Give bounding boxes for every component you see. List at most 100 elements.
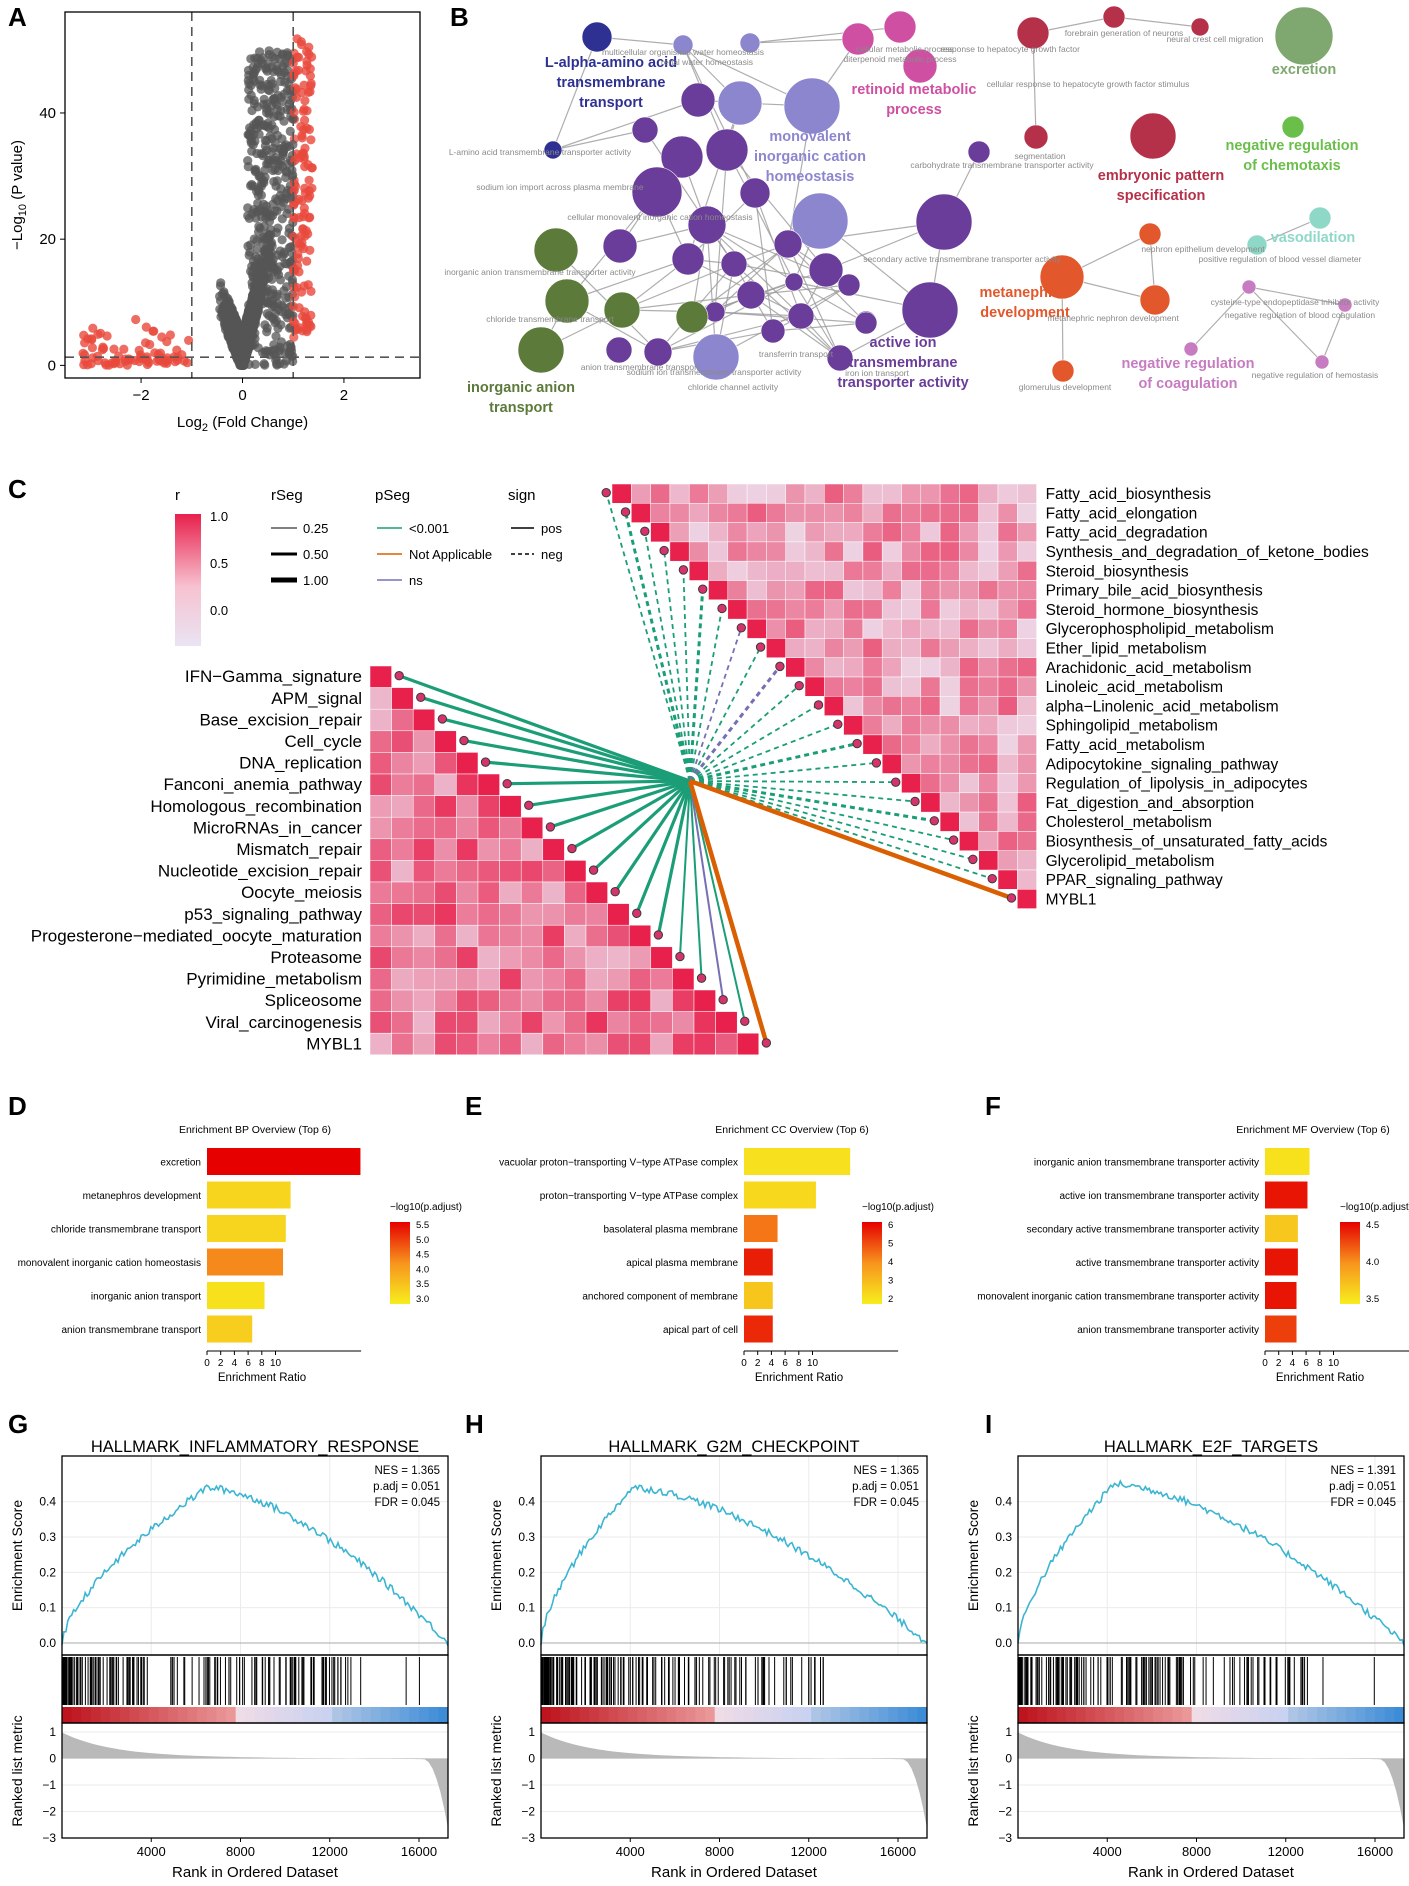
heatmap-lower-row-label: Pyrimidine_metabolism [186, 970, 362, 989]
network-node [544, 278, 590, 324]
correlation-link [635, 780, 692, 914]
volcano-point [272, 359, 282, 369]
rank-strip-segment [869, 1707, 880, 1723]
x-tick-label: 6 [245, 1358, 251, 1369]
heatmap-cell [369, 989, 392, 1012]
heatmap-cell [862, 618, 883, 639]
cluster-label: active ion transmembrane transporter activ… [837, 335, 968, 391]
heatmap-cell [939, 638, 960, 658]
heatmap-cell [901, 638, 922, 658]
volcano-point-up [304, 175, 314, 185]
heatmap-cell [824, 483, 844, 504]
network-node [1190, 17, 1210, 37]
volcano-point [247, 146, 257, 156]
rank-strip-segment [226, 1707, 237, 1723]
heatmap-cell [997, 618, 1018, 639]
heatmap-cell [1017, 850, 1037, 871]
heatmap-cell [520, 816, 544, 840]
bar-chart-e: Enrichment CC Overview (Top 6) vacuolar p… [499, 1124, 934, 1384]
correlation-link-end [987, 873, 997, 884]
network-node [581, 21, 613, 53]
volcano-point [262, 327, 272, 337]
heatmap-cell [369, 838, 392, 861]
heatmap-upper-row-label: Linoleic_acid_metabolism [1046, 679, 1224, 696]
heatmap-cell [499, 816, 522, 840]
heatmap-cell [920, 618, 941, 639]
volcano-point-down [78, 348, 88, 358]
heatmap-cell [650, 946, 673, 969]
heatmap-lower-row-label: IFN−Gamma_signature [185, 667, 362, 686]
rank-strip-segment [560, 1707, 571, 1723]
legend-rseg-label: 1.00 [303, 573, 328, 588]
heatmap-cell [1017, 580, 1037, 601]
heatmap-cell [881, 753, 902, 774]
volcano-point-up [292, 34, 302, 44]
heatmap-cell [499, 795, 522, 818]
heatmap-cell [499, 968, 522, 991]
volcano-point [277, 306, 287, 317]
heatmap-cell [727, 541, 748, 562]
correlation-link-end [775, 661, 785, 672]
volcano-point [253, 254, 263, 264]
heatmap-cell [391, 816, 414, 840]
rank-strip-segment [1046, 1707, 1058, 1723]
heatmap-cell [672, 968, 695, 991]
heatmap-cell [939, 560, 960, 581]
rank-strip-segment [100, 1707, 111, 1723]
volcano-point [221, 300, 231, 310]
heatmap-cell [434, 989, 457, 1012]
volcano-points [78, 34, 317, 370]
heatmap-cell [785, 618, 806, 639]
rank-strip-segment [734, 1707, 745, 1723]
rank-strip-segment [598, 1707, 610, 1723]
volcano-point [265, 296, 275, 307]
legend-tick: 4.0 [1366, 1257, 1379, 1268]
volcano-point-down [134, 345, 144, 355]
heatmap-upper [611, 483, 1037, 909]
bar [207, 1248, 284, 1276]
heatmap-lower-row-label: Nucleotide_excision_repair [158, 862, 362, 881]
heatmap-cell [391, 773, 414, 796]
heatmap-cell [628, 968, 652, 991]
x-axis-label: Rank in Ordered Dataset [1128, 1864, 1295, 1881]
volcano-point-down [115, 359, 125, 369]
network-edge [621, 263, 735, 311]
correlation-link-end [480, 757, 491, 767]
rank-strip-segment [370, 1707, 381, 1723]
volcano-point-up [298, 224, 308, 234]
network-node [773, 229, 803, 259]
correlation-link [689, 780, 993, 880]
heatmap-cell [391, 946, 414, 969]
heatmap-lower-row-label: Base_excision_repair [199, 710, 362, 729]
x-tick-label: 6 [782, 1358, 788, 1369]
heatmap-cell [434, 946, 457, 969]
network-node [883, 10, 917, 44]
rank-strip-segment [1027, 1707, 1038, 1723]
heatmap-cell [843, 503, 864, 523]
volcano-point-down [162, 337, 172, 347]
correlation-link-end [601, 487, 611, 498]
network-node [739, 177, 771, 209]
heatmap-cell [978, 773, 999, 794]
plot-frame-bottom [540, 1722, 928, 1839]
x-tick-label: 4 [1290, 1358, 1296, 1369]
heatmap-cell [542, 903, 565, 926]
volcano-point [253, 198, 263, 208]
gsea-plot-i: HALLMARK_E2F_TARGETS NES = 1.391 p.adj = 0… [965, 1438, 1405, 1881]
rank-strip-segment [148, 1707, 159, 1723]
network-edge [754, 192, 774, 332]
es-tick-label: 0.3 [518, 1530, 535, 1544]
volcano-point-down [119, 344, 129, 354]
heatmap-cell [939, 811, 960, 832]
rank-strip-segment [1317, 1707, 1328, 1723]
heatmap-cell [1017, 811, 1037, 832]
heatmap-cell [881, 541, 902, 562]
heatmap-cell [650, 1011, 673, 1034]
heatmap-cell [746, 560, 767, 581]
volcano-point [241, 325, 251, 335]
heatmap-cell [669, 541, 690, 562]
rank-strip-segment [1162, 1707, 1173, 1723]
x-tick-label: 4000 [616, 1844, 645, 1859]
rank-strip-segment [1211, 1707, 1222, 1723]
volcano-point [290, 292, 300, 302]
